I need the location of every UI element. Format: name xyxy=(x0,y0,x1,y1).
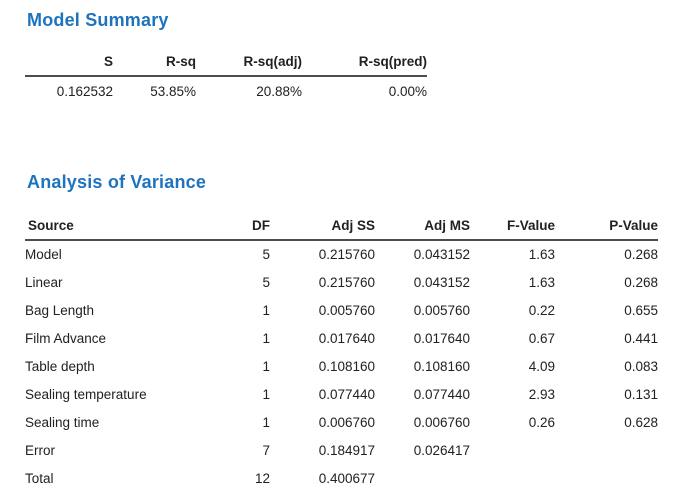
column-header-rsq-adj: R-sq(adj) xyxy=(196,52,302,77)
p-value-cell: 0.268 xyxy=(624,275,658,290)
adj-ms-cell xyxy=(375,465,470,493)
source-cell: Sealing temperature xyxy=(25,387,147,402)
f-value-cell: 4.09 xyxy=(528,359,555,374)
adj-ss-cell: 0.006760 xyxy=(318,415,375,430)
p-value-cell: 0.441 xyxy=(624,331,658,346)
df-cell: 5 xyxy=(262,275,270,290)
column-header-df: DF xyxy=(218,216,270,241)
adj-ms-cell: 0.026417 xyxy=(413,443,470,458)
rsq-pred-value: 0.00% xyxy=(388,84,427,99)
f-value-cell: 1.63 xyxy=(528,275,555,290)
column-header-adj-ss: Adj SS xyxy=(270,216,375,241)
model-summary-title: Model Summary xyxy=(27,10,169,30)
adj-ms-cell: 0.005760 xyxy=(413,303,470,318)
adj-ss-cell: 0.215760 xyxy=(318,275,375,290)
f-value-cell xyxy=(470,465,555,493)
adj-ss-cell: 0.215760 xyxy=(318,247,375,262)
f-value-cell: 1.63 xyxy=(528,247,555,262)
df-cell: 5 xyxy=(262,247,270,262)
adj-ms-cell: 0.108160 xyxy=(413,359,470,374)
table-row-table-depth: Table depth 1 0.108160 0.108160 4.09 0.0… xyxy=(25,353,658,381)
column-header-adj-ms: Adj MS xyxy=(375,216,470,241)
adj-ss-cell: 0.005760 xyxy=(318,303,375,318)
adj-ms-cell: 0.077440 xyxy=(413,387,470,402)
p-value-cell xyxy=(555,465,658,493)
source-cell: Model xyxy=(25,247,62,262)
s-value: 0.162532 xyxy=(56,84,113,99)
df-cell: 1 xyxy=(262,387,270,402)
source-cell: Bag Length xyxy=(25,303,95,318)
rsq-value: 53.85% xyxy=(150,84,196,99)
model-summary-table: S R-sq R-sq(adj) R-sq(pred) 0.162532 53.… xyxy=(25,52,427,108)
anova-title: Analysis of Variance xyxy=(27,172,207,192)
table-row-bag-length: Bag Length 1 0.005760 0.005760 0.22 0.65… xyxy=(25,297,658,325)
f-value-cell: 0.26 xyxy=(528,415,555,430)
adj-ss-cell: 0.108160 xyxy=(318,359,375,374)
source-cell: Film Advance xyxy=(25,331,107,346)
source-cell: Error xyxy=(25,443,55,458)
p-value-cell: 0.131 xyxy=(624,387,658,402)
adj-ss-cell: 0.017640 xyxy=(318,331,375,346)
table-row-film-advance: Film Advance 1 0.017640 0.017640 0.67 0.… xyxy=(25,325,658,353)
anova-table: Source DF Adj SS Adj MS F-Value P-Value … xyxy=(25,216,658,493)
column-header-source: Source xyxy=(25,216,218,241)
df-cell: 1 xyxy=(262,303,270,318)
table-header-row: S R-sq R-sq(adj) R-sq(pred) xyxy=(25,52,427,77)
column-header-rsq-pred: R-sq(pred) xyxy=(302,52,427,77)
table-header-row: Source DF Adj SS Adj MS F-Value P-Value xyxy=(25,216,658,241)
table-row-sealing-temperature: Sealing temperature 1 0.077440 0.077440 … xyxy=(25,381,658,409)
p-value-cell: 0.655 xyxy=(624,303,658,318)
rsq-adj-value: 20.88% xyxy=(256,84,302,99)
df-cell: 12 xyxy=(254,471,270,486)
model-summary-section: Model Summary S R-sq R-sq(adj) R-sq(pred… xyxy=(25,8,673,108)
source-cell: Sealing time xyxy=(25,415,100,430)
column-header-rsq: R-sq xyxy=(113,52,196,77)
p-value-cell: 0.083 xyxy=(624,359,658,374)
df-cell: 1 xyxy=(262,331,270,346)
p-value-cell: 0.268 xyxy=(624,247,658,262)
table-row-linear: Linear 5 0.215760 0.043152 1.63 0.268 xyxy=(25,269,658,297)
df-cell: 1 xyxy=(262,359,270,374)
adj-ms-cell: 0.006760 xyxy=(413,415,470,430)
adj-ss-cell: 0.077440 xyxy=(318,387,375,402)
column-header-f-value: F-Value xyxy=(470,216,555,241)
table-row-sealing-time: Sealing time 1 0.006760 0.006760 0.26 0.… xyxy=(25,409,658,437)
f-value-cell xyxy=(470,437,555,465)
f-value-cell: 0.22 xyxy=(528,303,555,318)
table-row: 0.162532 53.85% 20.88% 0.00% xyxy=(25,76,427,108)
source-cell: Linear xyxy=(25,275,63,290)
f-value-cell: 2.93 xyxy=(528,387,555,402)
p-value-cell xyxy=(555,437,658,465)
adj-ss-cell: 0.184917 xyxy=(318,443,375,458)
df-cell: 1 xyxy=(262,415,270,430)
adj-ms-cell: 0.043152 xyxy=(413,247,470,262)
table-row-total: Total 12 0.400677 xyxy=(25,465,658,493)
p-value-cell: 0.628 xyxy=(624,415,658,430)
table-row-error: Error 7 0.184917 0.026417 xyxy=(25,437,658,465)
adj-ss-cell: 0.400677 xyxy=(318,471,375,486)
df-cell: 7 xyxy=(262,443,270,458)
source-cell: Total xyxy=(25,471,54,486)
adj-ms-cell: 0.017640 xyxy=(413,331,470,346)
anova-section: Analysis of Variance Source DF Adj SS Ad… xyxy=(25,170,673,493)
column-header-s: S xyxy=(25,52,113,77)
column-header-p-value: P-Value xyxy=(555,216,658,241)
adj-ms-cell: 0.043152 xyxy=(413,275,470,290)
source-cell: Table depth xyxy=(25,359,95,374)
f-value-cell: 0.67 xyxy=(528,331,555,346)
table-row-model: Model 5 0.215760 0.043152 1.63 0.268 xyxy=(25,240,658,269)
